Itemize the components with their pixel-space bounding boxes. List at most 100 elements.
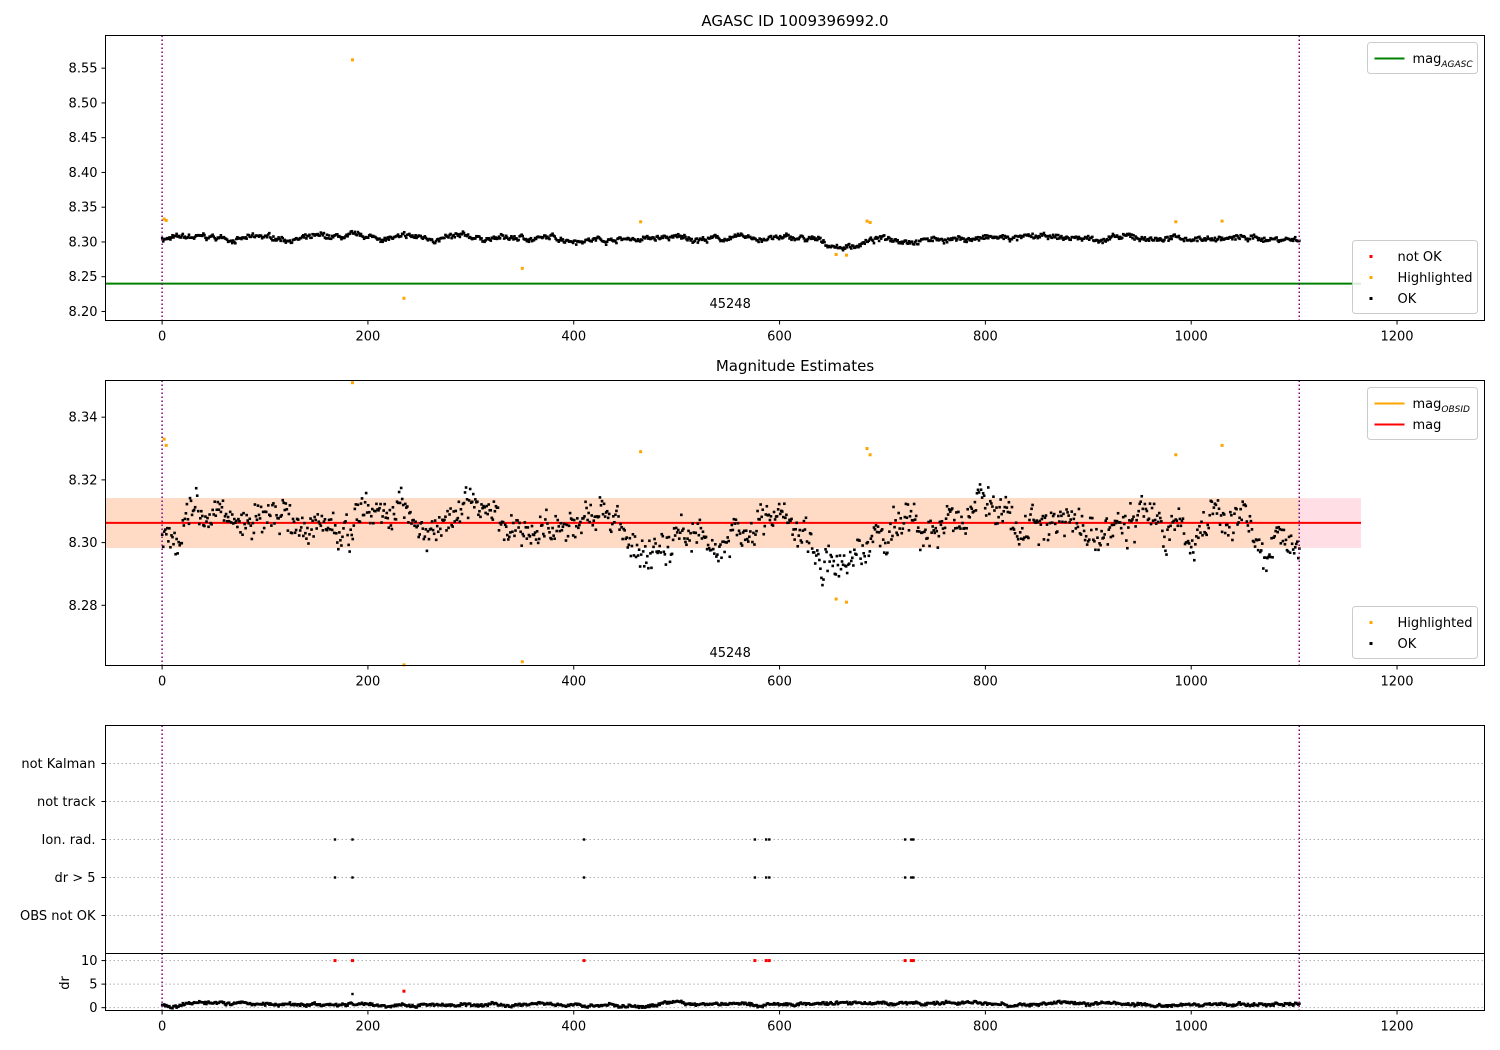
ok-point <box>496 237 500 240</box>
ok-point <box>652 236 655 239</box>
ok-point <box>368 1001 372 1005</box>
ok-point <box>1286 550 1290 553</box>
ok-point <box>311 519 314 523</box>
ok-point <box>489 508 493 512</box>
ok-point <box>632 554 636 557</box>
ok-point <box>959 238 962 241</box>
ok-point <box>421 237 425 241</box>
ok-point <box>624 537 628 541</box>
ok-point <box>607 512 611 516</box>
ok-point <box>1050 236 1054 240</box>
ok-point <box>1275 236 1279 239</box>
ok-point <box>916 242 920 246</box>
ok-point <box>574 524 578 528</box>
ok-point <box>530 524 534 528</box>
ok-point <box>1085 543 1089 546</box>
ok-point <box>345 233 348 237</box>
ok-point <box>362 1003 366 1007</box>
ok-point <box>614 240 617 243</box>
ok-point <box>298 1004 302 1008</box>
ok-point <box>1279 541 1283 545</box>
ok-point <box>1083 538 1087 542</box>
flag-point <box>910 876 913 879</box>
ok-point <box>410 1005 413 1008</box>
ok-point <box>1005 1003 1009 1007</box>
ok-point <box>1154 236 1158 240</box>
ok-point <box>410 522 413 525</box>
ok-point <box>934 526 938 530</box>
ok-point <box>453 520 457 523</box>
ok-point <box>767 513 771 517</box>
ok-point <box>962 237 965 240</box>
ok-point <box>398 501 402 505</box>
ok-point <box>648 539 651 543</box>
x-tick-label: 1200 <box>1380 330 1413 345</box>
ok-point <box>1260 237 1264 241</box>
ok-point <box>868 550 872 553</box>
ok-point <box>1022 538 1025 541</box>
flag-point <box>764 876 768 879</box>
ok-point <box>928 544 931 548</box>
ok-point <box>825 244 828 247</box>
ok-point <box>786 1003 789 1007</box>
ok-point <box>400 497 404 501</box>
ok-point <box>694 531 698 535</box>
ok-point <box>1140 235 1144 239</box>
ok-point <box>1181 238 1185 241</box>
ok-point <box>707 546 711 550</box>
ok-point <box>433 241 437 245</box>
ok-point <box>942 531 946 535</box>
ok-point <box>702 1002 706 1005</box>
ok-point <box>262 526 266 530</box>
ok-point <box>450 236 453 240</box>
ok-point <box>1033 236 1036 239</box>
ok-point <box>1175 519 1179 523</box>
ok-point <box>766 237 770 241</box>
ok-point <box>670 1001 674 1005</box>
ok-point <box>521 234 525 238</box>
ok-point <box>705 547 709 551</box>
ok-point <box>687 529 690 533</box>
ok-point <box>315 527 319 530</box>
ok-point <box>520 233 523 237</box>
ok-point <box>234 241 237 245</box>
ok-point <box>169 238 172 241</box>
ok-point <box>1143 236 1147 239</box>
ok-point <box>318 522 322 525</box>
ok-point <box>293 531 297 535</box>
ok-point <box>202 232 205 235</box>
ok-point <box>636 1004 640 1008</box>
ok-point <box>958 525 961 528</box>
ok-point <box>1167 239 1170 242</box>
ok-point <box>1053 522 1057 526</box>
ok-point <box>1064 237 1067 240</box>
ok-point <box>588 520 591 524</box>
ok-point <box>964 238 967 241</box>
ok-point <box>354 503 358 506</box>
ok-point <box>1155 239 1159 242</box>
legend-label-subscript: OBSID <box>1441 405 1470 415</box>
ok-point <box>202 1001 205 1004</box>
ok-point <box>1167 525 1170 529</box>
ok-point <box>385 511 389 515</box>
highlighted-point <box>164 218 168 222</box>
ok-point <box>524 526 528 529</box>
ok-point <box>272 235 275 238</box>
ok-point <box>528 535 532 538</box>
ok-point <box>418 1004 422 1008</box>
ok-point <box>1030 507 1033 511</box>
ok-point <box>790 238 793 242</box>
ok-point <box>386 236 390 239</box>
ok-point <box>327 234 331 237</box>
ok-point <box>831 564 835 568</box>
ok-point <box>973 500 977 504</box>
ok-point <box>683 233 686 237</box>
ok-point <box>579 520 582 524</box>
ok-point <box>542 235 545 239</box>
ok-point <box>1257 236 1261 240</box>
ok-point <box>716 553 719 556</box>
ok-point <box>545 236 548 240</box>
ok-point <box>410 235 413 239</box>
ok-point <box>1278 527 1282 531</box>
ok-point <box>501 520 505 524</box>
